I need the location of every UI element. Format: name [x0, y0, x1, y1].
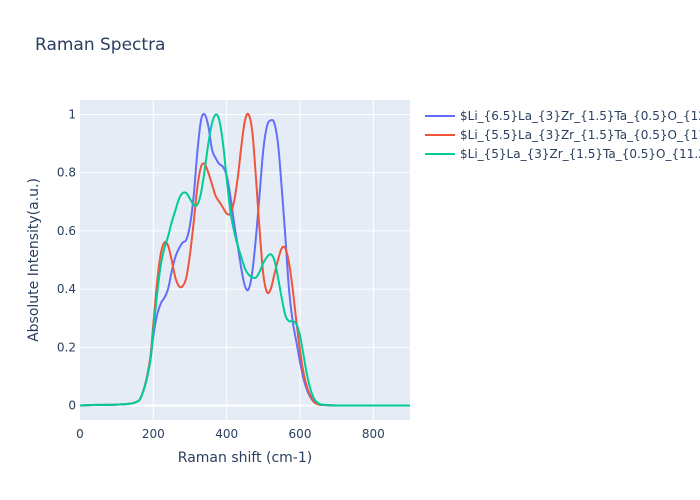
y-tick-label: 1 [68, 108, 76, 122]
legend-item-1[interactable]: $Li_{6.5}La_{3}Zr_{1.5}Ta_{0.5}O_{12}$ [425, 109, 700, 123]
x-tick-label: 800 [362, 427, 385, 441]
y-tick-label: 0.6 [57, 224, 76, 238]
series-lines [80, 112, 410, 407]
legend: $Li_{6.5}La_{3}Zr_{1.5}Ta_{0.5}O_{12}$ $L… [425, 109, 700, 161]
legend-label: $Li_{5}La_{3}Zr_{1.5}Ta_{0.5}O_{11.25}$ [460, 147, 700, 161]
y-axis-title: Absolute Intensity(a.u.) [26, 178, 42, 342]
x-tick-label: 400 [215, 427, 238, 441]
legend-item-3[interactable]: $Li_{5}La_{3}Zr_{1.5}Ta_{0.5}O_{11.25}$ [425, 147, 700, 161]
x-tick-label: 0 [76, 427, 84, 441]
chart-title: Raman Spectra [35, 35, 165, 55]
x-tick-labels: 0 200 400 600 800 [76, 427, 385, 441]
plot-area [80, 100, 410, 420]
y-tick-label: 0.2 [57, 340, 76, 354]
y-tick-labels: 0 0.2 0.4 0.6 0.8 1 [57, 108, 76, 413]
y-tick-label: 0.4 [57, 282, 76, 296]
legend-item-2[interactable]: $Li_{5.5}La_{3}Zr_{1.5}Ta_{0.5}O_{11.5}$ [425, 128, 700, 142]
series-line-2 [80, 112, 410, 407]
x-tick-label: 200 [142, 427, 165, 441]
x-tick-label: 600 [289, 427, 312, 441]
y-tick-label: 0.8 [57, 166, 76, 180]
legend-label: $Li_{5.5}La_{3}Zr_{1.5}Ta_{0.5}O_{11.5}$ [460, 128, 700, 142]
x-axis-title: Raman shift (cm-1) [178, 450, 312, 466]
grid-lines [80, 100, 410, 420]
y-tick-label: 0 [68, 398, 76, 412]
legend-label: $Li_{6.5}La_{3}Zr_{1.5}Ta_{0.5}O_{12}$ [460, 109, 700, 123]
series-line-3 [80, 113, 410, 407]
